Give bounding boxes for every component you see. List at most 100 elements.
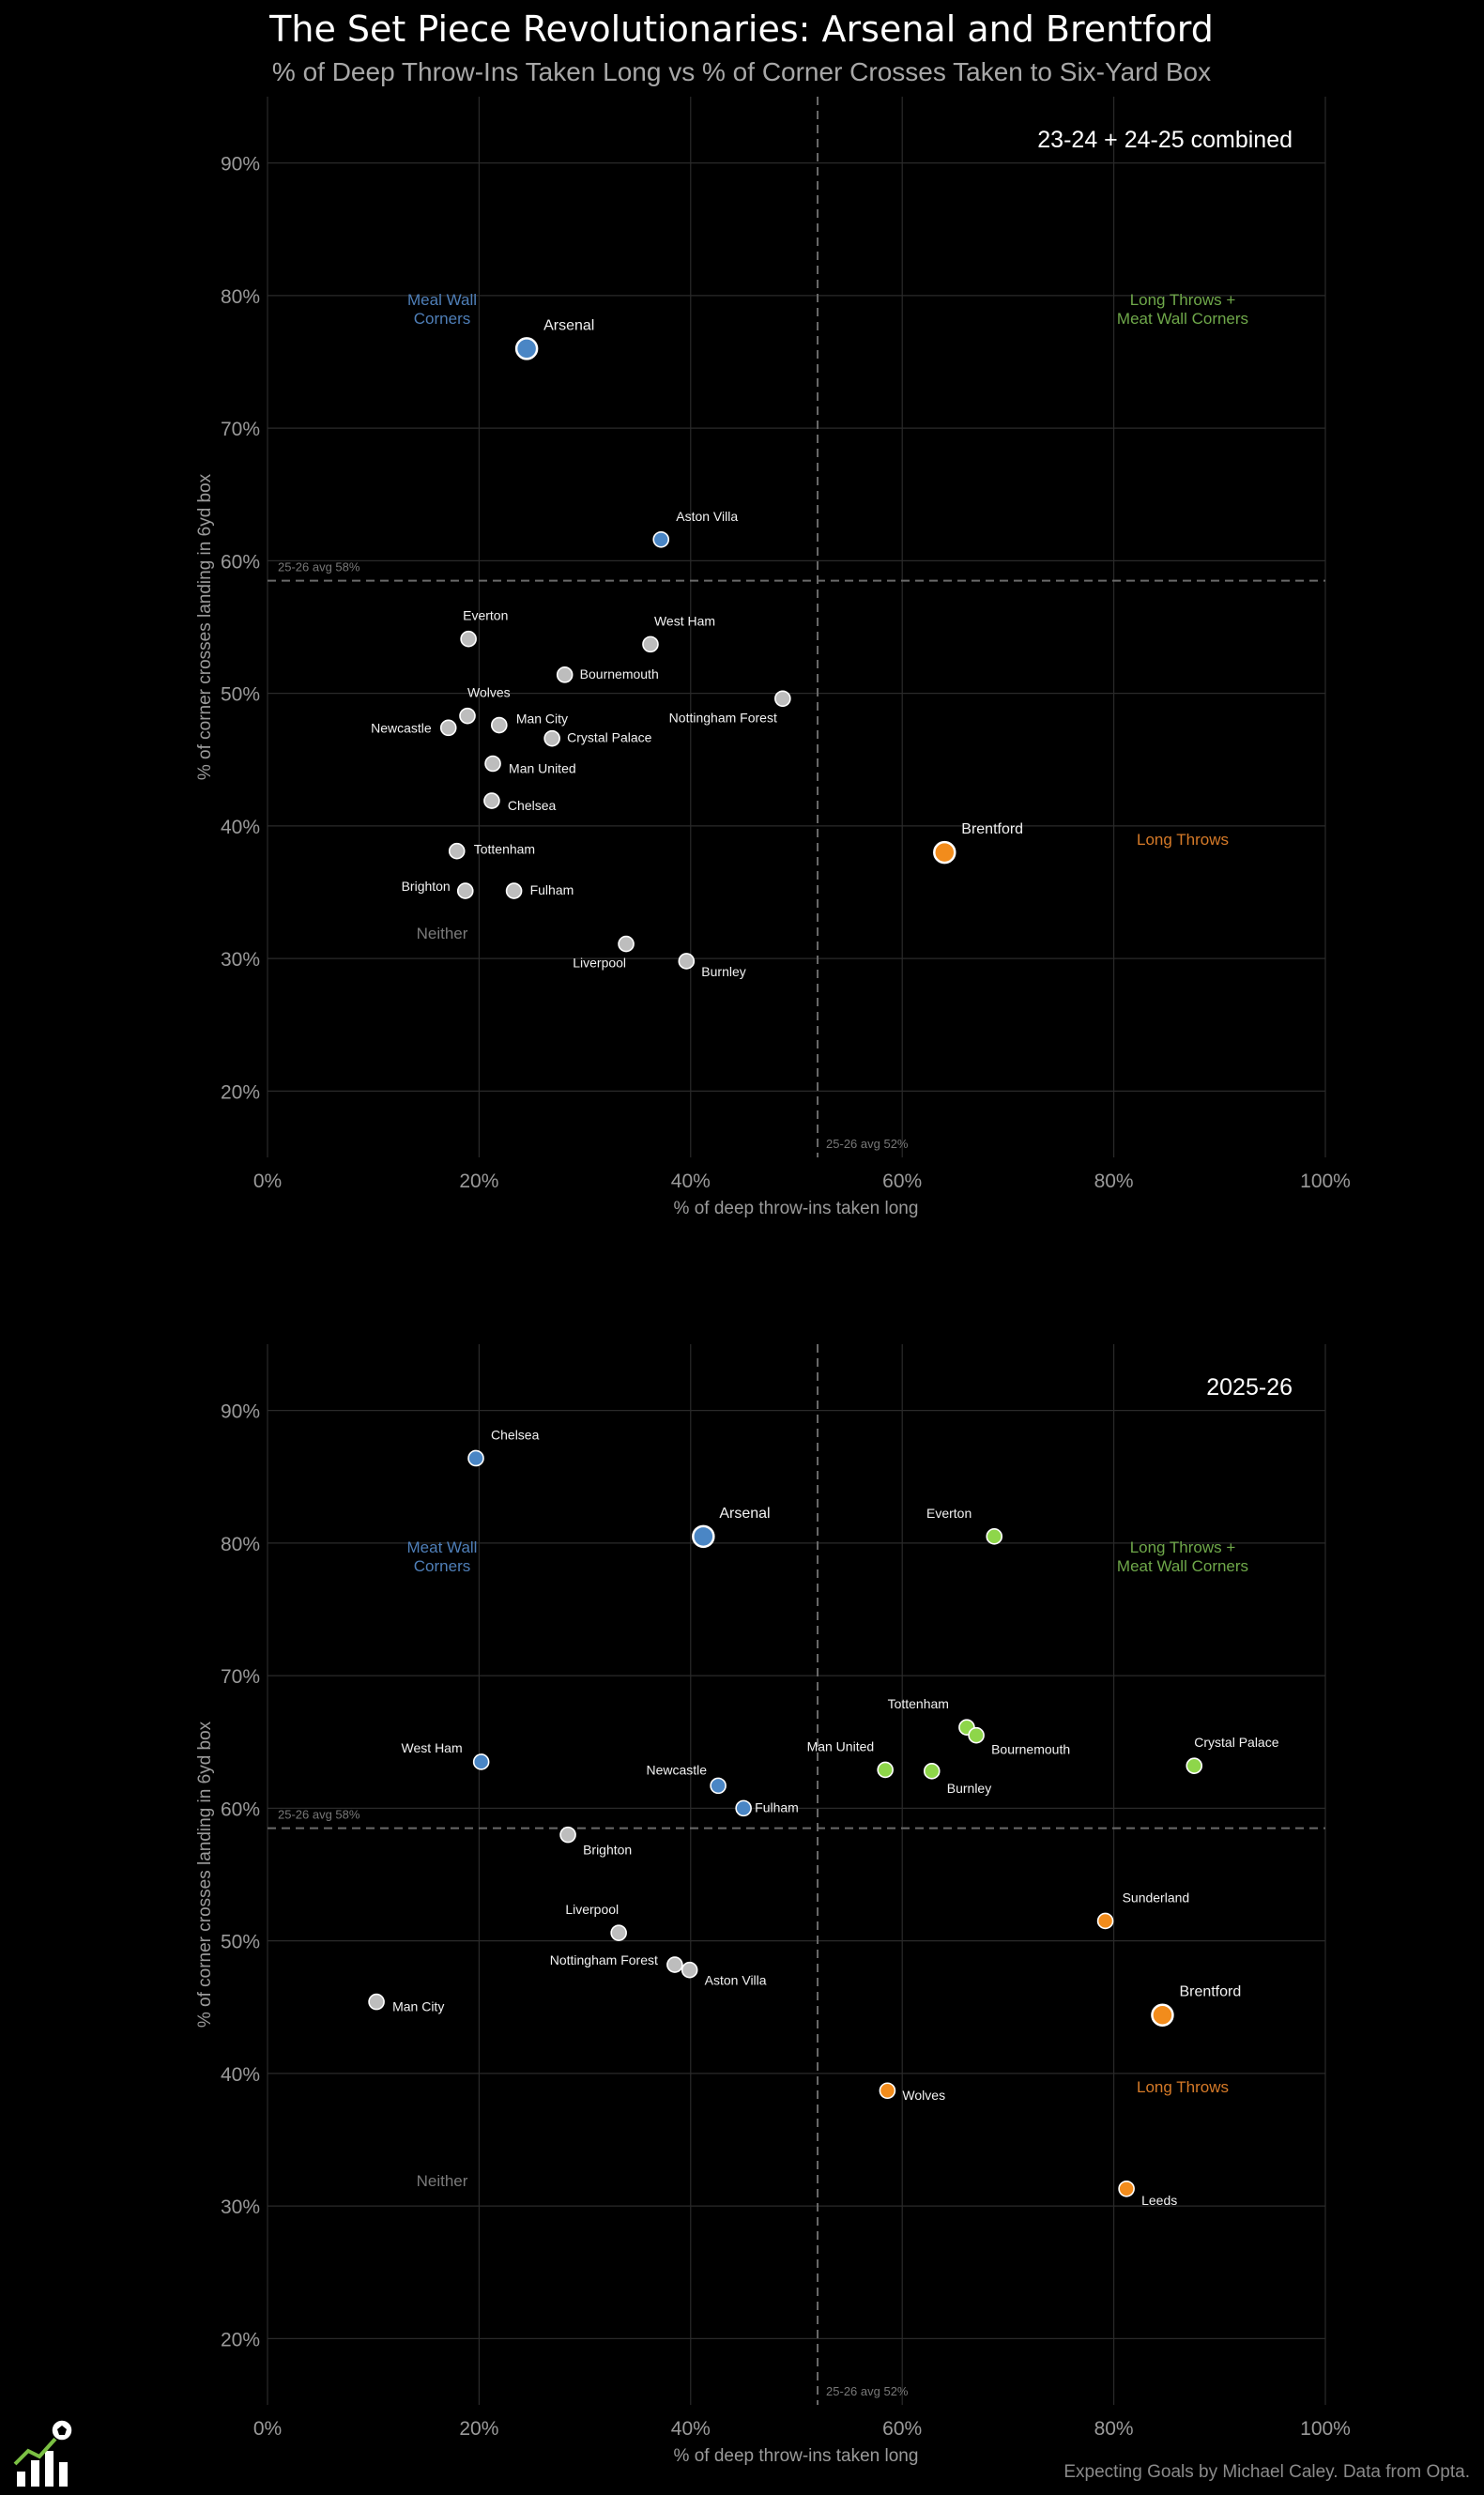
quadrant-label-line: Neither xyxy=(417,2172,468,2190)
team-label: Wolves xyxy=(467,685,511,700)
x-tick-label: 20% xyxy=(459,2418,498,2440)
quadrant-label-line: Corners xyxy=(414,310,470,328)
team-label: Burnley xyxy=(701,964,745,979)
logo-bar-icon xyxy=(31,2460,39,2487)
team-point-arsenal xyxy=(692,1524,715,1549)
y-tick-label: 80% xyxy=(221,1534,260,1555)
quadrant-label-top-right: Long Throws + Meat Wall Corners xyxy=(1117,291,1248,328)
quadrant-label-line: Long Throws + xyxy=(1130,291,1236,309)
quadrant-label-bottom-right: Long Throws xyxy=(1137,2078,1229,2096)
team-label: Arsenal xyxy=(543,317,594,333)
quadrant-label-bottom-left: Neither xyxy=(417,2172,468,2190)
team-point-newcastle xyxy=(710,1777,727,1795)
team-point-arsenal xyxy=(514,337,539,360)
team-label: Everton xyxy=(926,1506,971,1521)
x-tick-label: 100% xyxy=(1300,2418,1351,2440)
avg-corner-reference-label: 25-26 avg 58% xyxy=(278,1808,360,1822)
team-label: Man United xyxy=(807,1738,875,1753)
soccer-ball-patch-icon xyxy=(57,2426,67,2435)
page-title: The Set Piece Revolutionaries: Arsenal a… xyxy=(268,8,1214,50)
team-point-nottingham-forest xyxy=(666,1956,683,1973)
team-label: Chelsea xyxy=(491,1427,540,1442)
chart-panel-2025-26: 0% 20% 40% 60% 80% 100% 20% 30% 40% 50% 60% 70% 80% 9… xyxy=(195,1344,1351,2466)
quadrant-label-line: Corners xyxy=(414,1557,470,1575)
quadrant-label-top-left: Meal Wall Corners xyxy=(407,291,477,328)
team-point-brentford xyxy=(933,840,956,865)
x-tick-label: 0% xyxy=(253,2418,282,2440)
x-axis-title: % of deep throw-ins taken long xyxy=(674,2446,919,2466)
quadrant-label-bottom-left: Neither xyxy=(417,925,468,942)
logo-bar-icon xyxy=(45,2451,54,2487)
team-label: Brighton xyxy=(583,1843,632,1858)
team-point-crystal-palace xyxy=(1186,1757,1203,1774)
x-tick-label: 20% xyxy=(459,1171,498,1192)
team-point-brighton xyxy=(456,882,474,899)
team-label: Crystal Palace xyxy=(567,730,651,745)
quadrant-label-line: Meat Wall xyxy=(407,1538,478,1556)
team-label: Chelsea xyxy=(508,798,557,813)
y-tick-label: 30% xyxy=(221,2197,260,2218)
y-tick-label: 90% xyxy=(221,1401,260,1423)
y-tick-label: 80% xyxy=(221,286,260,308)
team-label: Sunderland xyxy=(1123,1890,1190,1905)
team-label: Man City xyxy=(392,1999,444,2014)
team-label: Burnley xyxy=(947,1781,991,1796)
team-label: Liverpool xyxy=(565,1902,619,1917)
team-point-burnley xyxy=(678,953,696,970)
team-label: Tottenham xyxy=(888,1696,949,1711)
team-label: West Ham xyxy=(654,613,715,628)
x-tick-label: 40% xyxy=(671,1171,711,1192)
quadrant-label-top-left: Meat Wall Corners xyxy=(407,1538,478,1575)
team-label: Man United xyxy=(509,760,576,775)
x-tick-label: 100% xyxy=(1300,1171,1351,1192)
team-label: Liverpool xyxy=(573,956,626,971)
team-label: Fulham xyxy=(530,882,574,897)
chart-panel-combined: 0% 20% 40% 60% 80% 100% 20% 30% 40% 50% 60% 70% 80% 9… xyxy=(195,97,1351,1218)
y-tick-label: 70% xyxy=(221,419,260,440)
y-tick-label: 70% xyxy=(221,1666,260,1688)
x-tick-label: 80% xyxy=(1094,2418,1134,2440)
y-tick-label: 60% xyxy=(221,551,260,573)
team-label: Arsenal xyxy=(719,1506,770,1522)
quadrant-label-line: Neither xyxy=(417,925,468,942)
quadrant-label-top-right: Long Throws + Meat Wall Corners xyxy=(1117,1538,1248,1575)
quadrant-label-line: Long Throws xyxy=(1137,2078,1229,2096)
page-subtitle: % of Deep Throw-Ins Taken Long vs % of C… xyxy=(272,57,1211,86)
x-tick-label: 0% xyxy=(253,1171,282,1192)
y-tick-label: 90% xyxy=(221,154,260,176)
quadrant-label-line: Long Throws + xyxy=(1130,1538,1236,1556)
quadrant-label-line: Long Throws xyxy=(1137,831,1229,849)
team-label: Aston Villa xyxy=(705,1973,767,1988)
team-point-wolves xyxy=(459,707,476,725)
team-point-crystal-palace xyxy=(543,729,560,747)
team-point-west-ham xyxy=(472,1753,490,1770)
logo-trend-line-icon xyxy=(13,2436,58,2466)
team-point-bournemouth xyxy=(556,666,574,683)
team-point-sunderland xyxy=(1096,1912,1114,1930)
team-point-nottingham-forest xyxy=(774,690,791,708)
team-point-everton xyxy=(986,1528,1003,1545)
team-point-chelsea xyxy=(483,792,500,809)
team-label: Brentford xyxy=(1179,1984,1241,2000)
y-tick-label: 50% xyxy=(221,1932,260,1953)
y-axis-title: % of corner crosses landing in 6yd box xyxy=(195,473,215,780)
quadrant-label-bottom-right: Long Throws xyxy=(1137,831,1229,849)
team-point-fulham xyxy=(505,882,523,899)
avg-corner-reference-label: 25-26 avg 58% xyxy=(278,560,360,574)
team-label: Brentford xyxy=(961,821,1023,837)
panel-title: 23-24 + 24-25 combined xyxy=(1037,127,1293,153)
team-label: Nottingham Forest xyxy=(669,710,777,725)
y-tick-label: 30% xyxy=(221,949,260,971)
team-label: Fulham xyxy=(755,1799,799,1814)
team-label: Wolves xyxy=(902,2088,945,2103)
team-point-man-city xyxy=(368,1993,385,2011)
team-label: Nottingham Forest xyxy=(550,1952,658,1967)
footer-credit: Expecting Goals by Michael Caley. Data f… xyxy=(1063,2462,1470,2482)
team-point-man-united xyxy=(484,755,501,773)
team-point-newcastle xyxy=(439,719,457,737)
team-label: Crystal Palace xyxy=(1194,1735,1278,1750)
quadrant-label-line: Meat Wall Corners xyxy=(1117,1557,1248,1575)
x-tick-label: 40% xyxy=(671,2418,711,2440)
team-point-bournemouth xyxy=(968,1726,985,1744)
